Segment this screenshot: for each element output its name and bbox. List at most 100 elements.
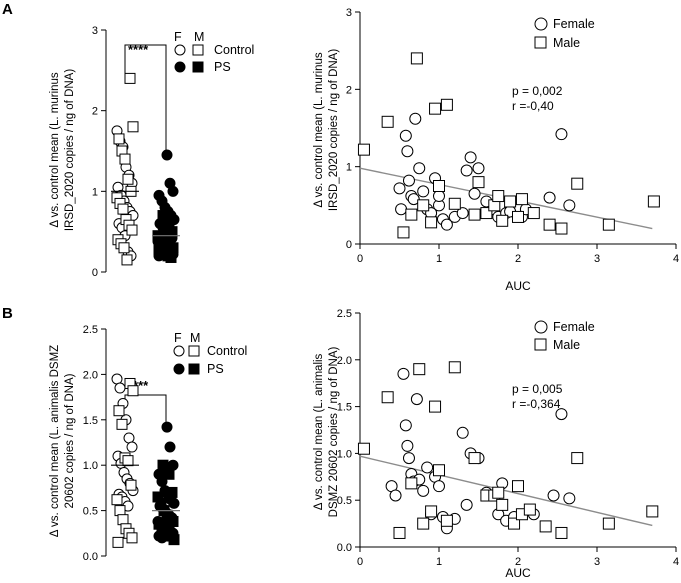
bar-b-point [126, 441, 138, 453]
bar-b-point [163, 468, 175, 480]
scatter-a-r-value: r =-0,40 [512, 99, 554, 113]
scatter-a-xtick-label: 4 [673, 253, 679, 265]
bar-a-significance: **** [128, 42, 149, 57]
bar-a-point [161, 149, 173, 161]
scatter-a-point-female [409, 112, 422, 125]
bar-b-legend-control-female-marker [173, 345, 185, 357]
bar-b-point [164, 441, 176, 453]
scatter-a-point-male [397, 226, 410, 239]
scatter-b-ylabel-line2: DSMZ 20602 copies / ng of DNA) [328, 347, 340, 518]
bar-a-legend-f: F [174, 30, 182, 44]
scatter-b-point-female [402, 452, 415, 465]
bar-b-point [113, 405, 125, 417]
bar-b-ylabel-line1: Δ vs. control mean (L. animalis DSMZ [49, 345, 61, 537]
scatter-a-point-female [402, 174, 415, 187]
scatter-a-point-female [417, 185, 430, 198]
scatter-b-xtick-label: 4 [673, 556, 679, 568]
scatter-b-ytick-label: 2.5 [337, 308, 352, 320]
bar-a-point [165, 251, 177, 263]
scatter-b-point-male [508, 517, 521, 530]
bar-b-point [114, 382, 126, 394]
bar-a-significance-bracket [124, 44, 167, 150]
scatter-a-point-male [425, 216, 438, 229]
bar-b-point [126, 532, 138, 544]
bar-a-point [122, 173, 134, 185]
bar-b-legend-m: M [190, 331, 200, 345]
bar-chart-b: Δ vs. control mean (L. animalis DSMZ 206… [49, 324, 247, 563]
scatter-a-point-male [496, 214, 509, 227]
scatter-a-point-male [504, 195, 517, 208]
scatter-b-xtick-label: 1 [436, 556, 442, 568]
bar-chart-a: Δ vs. control mean (L. murinus IRSD_2020… [49, 25, 254, 279]
bar-b-point [166, 486, 178, 498]
scatter-b-point-male [468, 452, 481, 465]
bar-b-ytick-label: 2.5 [83, 324, 98, 336]
scatter-b-point-male [440, 514, 453, 527]
bar-a-legend-control: Control [214, 43, 254, 57]
scatter-a-point-female [543, 191, 556, 204]
bar-b-ytick-label: 0.0 [83, 551, 98, 563]
scatter-a-point-male [515, 193, 528, 206]
bar-b-ytick-label: 1.0 [83, 460, 98, 472]
scatter-a-point-female [433, 190, 445, 203]
bar-a-point [167, 185, 179, 197]
scatter-a-point-female [395, 203, 408, 216]
scatter-a-point-male [512, 210, 524, 223]
scatter-a-legend-male: Male [553, 36, 580, 50]
scatter-a-point-female [401, 145, 414, 158]
scatter-b-xtick-label: 3 [594, 556, 600, 568]
scatter-b-xlabel: AUC [505, 566, 531, 580]
scatter-a-point-male [472, 176, 485, 189]
scatter-b-point-male [413, 363, 426, 376]
scatter-b-point-female [456, 426, 469, 439]
scatter-b-point-male [357, 442, 370, 455]
scatter-a-point-male [410, 52, 423, 65]
scatter-a-point-female [456, 207, 469, 220]
bar-b-point [168, 497, 180, 509]
bar-b-point [111, 373, 123, 385]
scatter-a-legend-female-marker [534, 17, 548, 31]
bar-b-ytick-label: 2.0 [83, 369, 98, 381]
scatter-b-ytick-label: 1.0 [337, 448, 352, 460]
bar-a-ytick-label: 1 [92, 186, 98, 198]
scatter-b-point-female [563, 492, 576, 505]
panel-label-b: B [2, 305, 13, 322]
scatter-b-point-male [448, 361, 461, 374]
bar-b-point [112, 536, 124, 548]
scatter-a-point-male [543, 218, 556, 231]
scatter-b-point-male [381, 391, 394, 404]
scatter-a-point-male [555, 222, 568, 235]
bar-b-point [125, 479, 137, 491]
bar-b-significance-bracket [124, 394, 167, 428]
scatter-b-point-female [389, 489, 402, 502]
bar-a-ylabel-line2: IRSD_2020 copies / ng of DNA) [64, 69, 76, 232]
bar-a-ytick-label: 3 [92, 25, 98, 37]
scatter-a-point-male [492, 190, 505, 203]
scatter-b-ytick-label: 2.0 [337, 355, 352, 367]
scatter-b-legend-male-marker [534, 338, 547, 351]
scatter-a-legend-male-marker [534, 36, 547, 49]
scatter-b-point-male [646, 505, 659, 518]
scatter-a-point-male [468, 208, 481, 221]
bar-a-point [118, 242, 130, 254]
scatter-a-point-male [429, 102, 442, 115]
bar-b-point [116, 418, 128, 430]
bar-a-point [117, 203, 129, 215]
scatter-a-ytick-label: 3 [346, 7, 352, 19]
bar-a-point [126, 224, 138, 236]
scatter-b-point-male [429, 400, 442, 413]
bar-a-point [121, 254, 133, 266]
scatter-b-legend-female: Female [553, 320, 595, 334]
scatter-a-ytick-label: 2 [346, 84, 352, 96]
scatter-a-xtick-label: 0 [357, 253, 363, 265]
bar-a-point [124, 72, 136, 84]
scatter-a-point-female [399, 129, 412, 142]
scatter-a-point-male [527, 207, 540, 220]
scatter-a-point-male [405, 208, 418, 221]
bar-b-legend-control: Control [207, 344, 247, 358]
bar-a-legend-m: M [194, 30, 204, 44]
scatter-a-ytick-label: 0 [346, 239, 352, 251]
scatter-b-point-male [496, 498, 509, 511]
scatter-b-point-male [433, 464, 445, 477]
